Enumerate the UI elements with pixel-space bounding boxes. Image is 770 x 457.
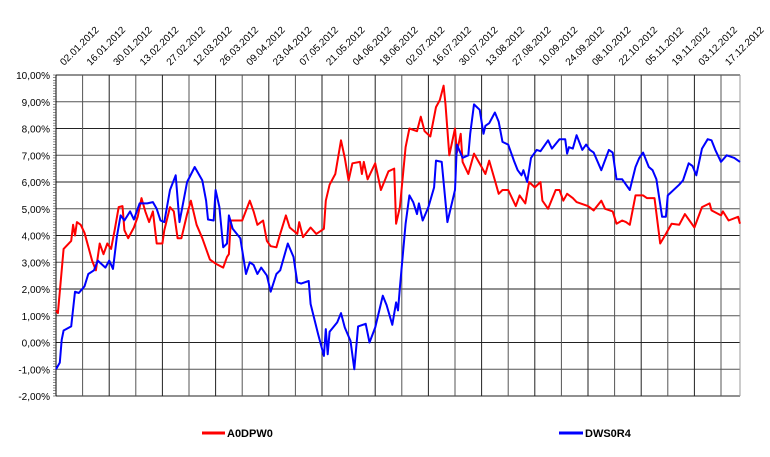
grid [55,74,741,397]
y-tick-label: 6,00% [22,178,50,189]
legend-label-a0dpw0: A0DPW0 [227,428,273,440]
y-axis: 10,00% 9,00% 8,00% 7,00% 6,00% 5,00% 4,00% 3,00… [16,71,56,403]
legend-label-dws0r4: DWS0R4 [585,428,632,440]
y-tick-label: -1,00% [18,365,50,376]
x-axis: 02.01.201216.01.201230.01.201213.02.2012… [58,25,766,68]
y-tick-label: 3,00% [22,258,50,269]
series-line-a0dpw0 [55,84,741,315]
y-tick-label: 10,00% [16,71,50,82]
y-tick-label: 1,00% [22,312,50,323]
y-tick-label: 2,00% [22,285,50,296]
y-tick-label: 5,00% [22,205,50,216]
series-lines [55,84,741,371]
y-tick-label: 9,00% [22,98,50,109]
y-tick-label: 8,00% [22,125,50,136]
y-tick-label: 0,00% [22,339,50,350]
y-tick-label: 7,00% [22,151,50,162]
y-tick-label: -2,00% [18,392,50,403]
series-line-dws0r4 [55,103,741,371]
y-tick-label: 4,00% [22,232,50,243]
legend: A0DPW0 DWS0R4 [202,428,632,440]
